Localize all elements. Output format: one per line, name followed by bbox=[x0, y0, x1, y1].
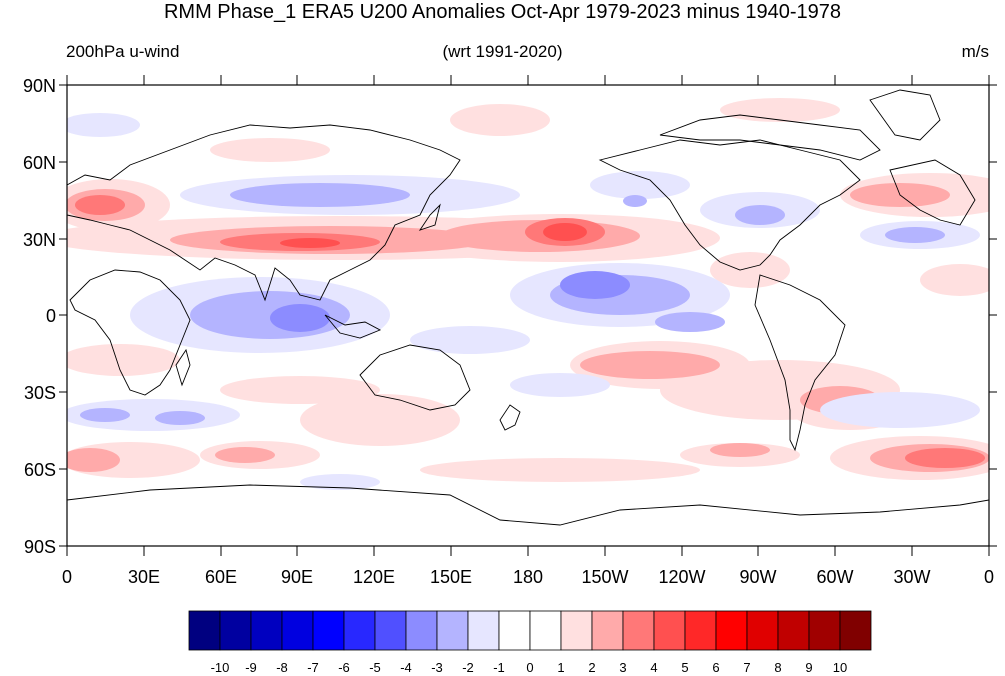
colorbar-label: -9 bbox=[245, 660, 257, 675]
lat-labels: 90N 60N 30N 0 30S 60S 90S bbox=[23, 76, 56, 557]
colorbar-label: -10 bbox=[211, 660, 230, 675]
positive-anomaly-4-5 bbox=[280, 223, 587, 248]
colorbar-label: -1 bbox=[493, 660, 505, 675]
colorbar-label: -7 bbox=[307, 660, 319, 675]
colorbar-box bbox=[684, 610, 717, 651]
negative-anomaly-1-2 bbox=[67, 113, 980, 490]
colorbar-box bbox=[374, 610, 407, 651]
colorbar-label: -8 bbox=[276, 660, 288, 675]
colorbar-box bbox=[560, 610, 593, 651]
lon-label: 30E bbox=[128, 567, 160, 587]
colorbar-box bbox=[529, 610, 562, 651]
colorbar-box bbox=[839, 610, 872, 651]
anomaly-field bbox=[67, 89, 989, 526]
colorbar-box bbox=[250, 610, 283, 651]
units-label: m/s bbox=[961, 42, 989, 61]
colorbar-box bbox=[622, 610, 655, 651]
lon-label: 90W bbox=[739, 567, 776, 587]
colorbar-label: -6 bbox=[338, 660, 350, 675]
lat-label: 90S bbox=[24, 537, 56, 557]
colorbar-box bbox=[653, 610, 686, 651]
negative-anomaly-3-4 bbox=[270, 271, 630, 332]
lon-label: 120W bbox=[658, 567, 705, 587]
lat-label: 60S bbox=[24, 460, 56, 480]
colorbar-box bbox=[591, 610, 624, 651]
colorbar-label: 4 bbox=[650, 660, 657, 675]
lon-label: 60W bbox=[816, 567, 853, 587]
colorbar-label: 10 bbox=[833, 660, 847, 675]
colorbar-label: -3 bbox=[431, 660, 443, 675]
lon-label: 0 bbox=[62, 567, 72, 587]
colorbar-label: 7 bbox=[743, 660, 750, 675]
lat-label: 0 bbox=[46, 306, 56, 326]
lat-ticks bbox=[59, 84, 997, 547]
colorbar-box bbox=[188, 610, 221, 651]
colorbar-label: 5 bbox=[681, 660, 688, 675]
lon-label: 0 bbox=[984, 567, 994, 587]
colorbar-label: 1 bbox=[557, 660, 564, 675]
colorbar-label: 0 bbox=[526, 660, 533, 675]
variable-label: 200hPa u-wind bbox=[66, 42, 180, 61]
lon-label: 180 bbox=[513, 567, 543, 587]
lon-label: 150E bbox=[430, 567, 472, 587]
lon-label: 30W bbox=[893, 567, 930, 587]
colorbar-box bbox=[498, 610, 531, 651]
negative-anomaly-2-3 bbox=[80, 183, 945, 425]
colorbar-label: 9 bbox=[805, 660, 812, 675]
coastlines bbox=[67, 89, 989, 526]
lat-label: 30N bbox=[23, 230, 56, 250]
lat-label: 90N bbox=[23, 76, 56, 96]
lat-label: 30S bbox=[24, 383, 56, 403]
colorbar-label: 2 bbox=[588, 660, 595, 675]
colorbar-box bbox=[777, 610, 810, 651]
colorbar bbox=[188, 610, 872, 651]
colorbar-label: -5 bbox=[369, 660, 381, 675]
reference-period-label: (wrt 1991-2020) bbox=[442, 42, 563, 61]
colorbar-box bbox=[219, 610, 252, 651]
lon-label: 120E bbox=[353, 567, 395, 587]
colorbar-labels: -10 -9 -8 -7 -6 -5 -4 -3 -2 -1 0 1 2 3 4 5 6 7 8 9 10 bbox=[211, 660, 848, 675]
colorbar-box bbox=[312, 610, 345, 651]
colorbar-box bbox=[746, 610, 779, 651]
colorbar-box bbox=[715, 610, 748, 651]
colorbar-box bbox=[467, 610, 500, 651]
lon-ticks bbox=[66, 75, 990, 556]
colorbar-box bbox=[808, 610, 841, 651]
colorbar-label: 8 bbox=[774, 660, 781, 675]
map-title: RMM Phase_1 ERA5 U200 Anomalies Oct-Apr … bbox=[163, 1, 842, 23]
colorbar-label: -4 bbox=[400, 660, 412, 675]
colorbar-box bbox=[343, 610, 376, 651]
colorbar-box bbox=[405, 610, 438, 651]
colorbar-label: 6 bbox=[712, 660, 719, 675]
colorbar-box bbox=[281, 610, 314, 651]
lon-labels: 0 30E 60E 90E 120E 150E 180 150W 120W 90… bbox=[62, 567, 994, 587]
lon-label: 60E bbox=[205, 567, 237, 587]
colorbar-label: 3 bbox=[619, 660, 626, 675]
lat-label: 60N bbox=[23, 153, 56, 173]
colorbar-label: -2 bbox=[462, 660, 474, 675]
colorbar-box bbox=[436, 610, 469, 651]
lon-label: 150W bbox=[581, 567, 628, 587]
lon-label: 90E bbox=[281, 567, 313, 587]
